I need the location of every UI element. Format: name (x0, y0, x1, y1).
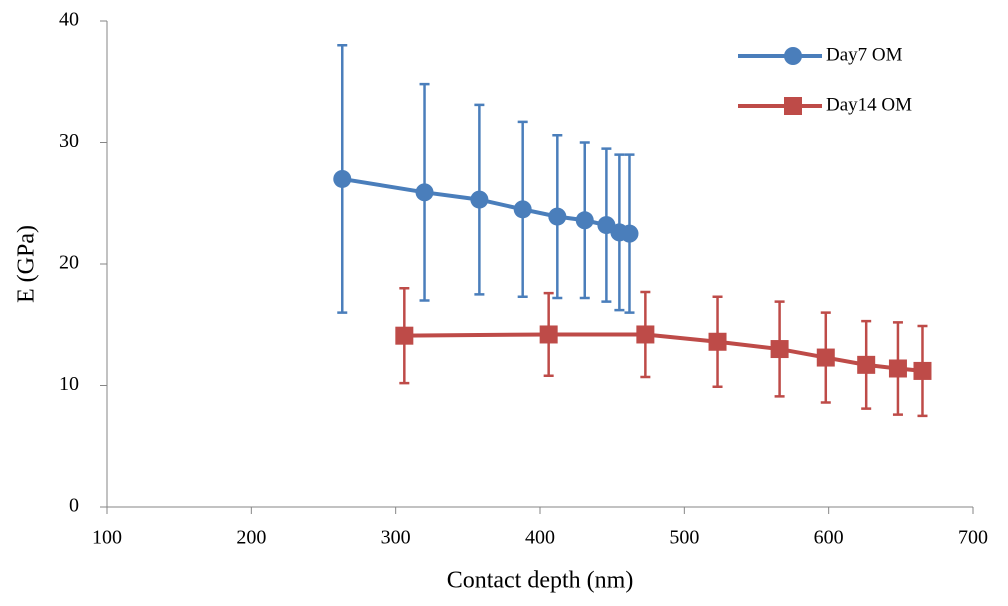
y-tick-label: 10 (59, 373, 79, 395)
data-point (415, 183, 434, 202)
y-tick-label: 40 (59, 9, 79, 31)
y-tick-label: 0 (69, 495, 79, 517)
data-point (816, 348, 835, 367)
y-tick-label: 30 (59, 130, 79, 152)
data-point (620, 224, 639, 243)
data-point (470, 190, 489, 209)
legend-label: Day14 OM (826, 94, 912, 115)
x-tick-label: 500 (669, 527, 699, 549)
x-tick-label: 200 (236, 527, 266, 549)
data-point (888, 359, 907, 378)
series-line (404, 332, 923, 373)
data-point (513, 200, 532, 219)
data-point (548, 207, 567, 226)
data-point (857, 355, 876, 374)
legend-marker (784, 47, 802, 65)
x-tick-label: 300 (381, 527, 411, 549)
x-axis-title: Contact depth (nm) (447, 568, 634, 594)
y-axis-title: E (GPa) (14, 225, 40, 303)
data-point (636, 325, 655, 344)
data-point (770, 340, 789, 359)
x-tick-label: 400 (525, 527, 555, 549)
data-point (539, 325, 558, 344)
data-point (333, 169, 352, 188)
x-tick-label: 700 (958, 527, 988, 549)
legend-marker (784, 97, 802, 115)
data-point (575, 211, 594, 230)
data-point (708, 332, 727, 351)
data-point (395, 326, 414, 345)
x-tick-label: 600 (814, 527, 844, 549)
legend-label: Day7 OM (826, 44, 903, 65)
x-tick-label: 100 (92, 527, 122, 549)
y-tick-label: 20 (59, 252, 79, 274)
data-point (913, 361, 932, 380)
